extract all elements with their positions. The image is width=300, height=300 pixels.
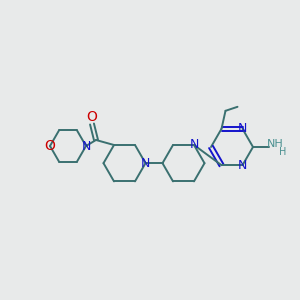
Text: H: H <box>279 147 287 157</box>
Text: N: N <box>81 140 91 152</box>
Text: O: O <box>87 110 98 124</box>
Text: NH: NH <box>267 139 284 149</box>
Text: N: N <box>141 157 150 170</box>
Text: N: N <box>189 139 199 152</box>
Text: N: N <box>238 122 247 135</box>
Text: N: N <box>238 159 247 172</box>
Text: O: O <box>45 139 56 153</box>
